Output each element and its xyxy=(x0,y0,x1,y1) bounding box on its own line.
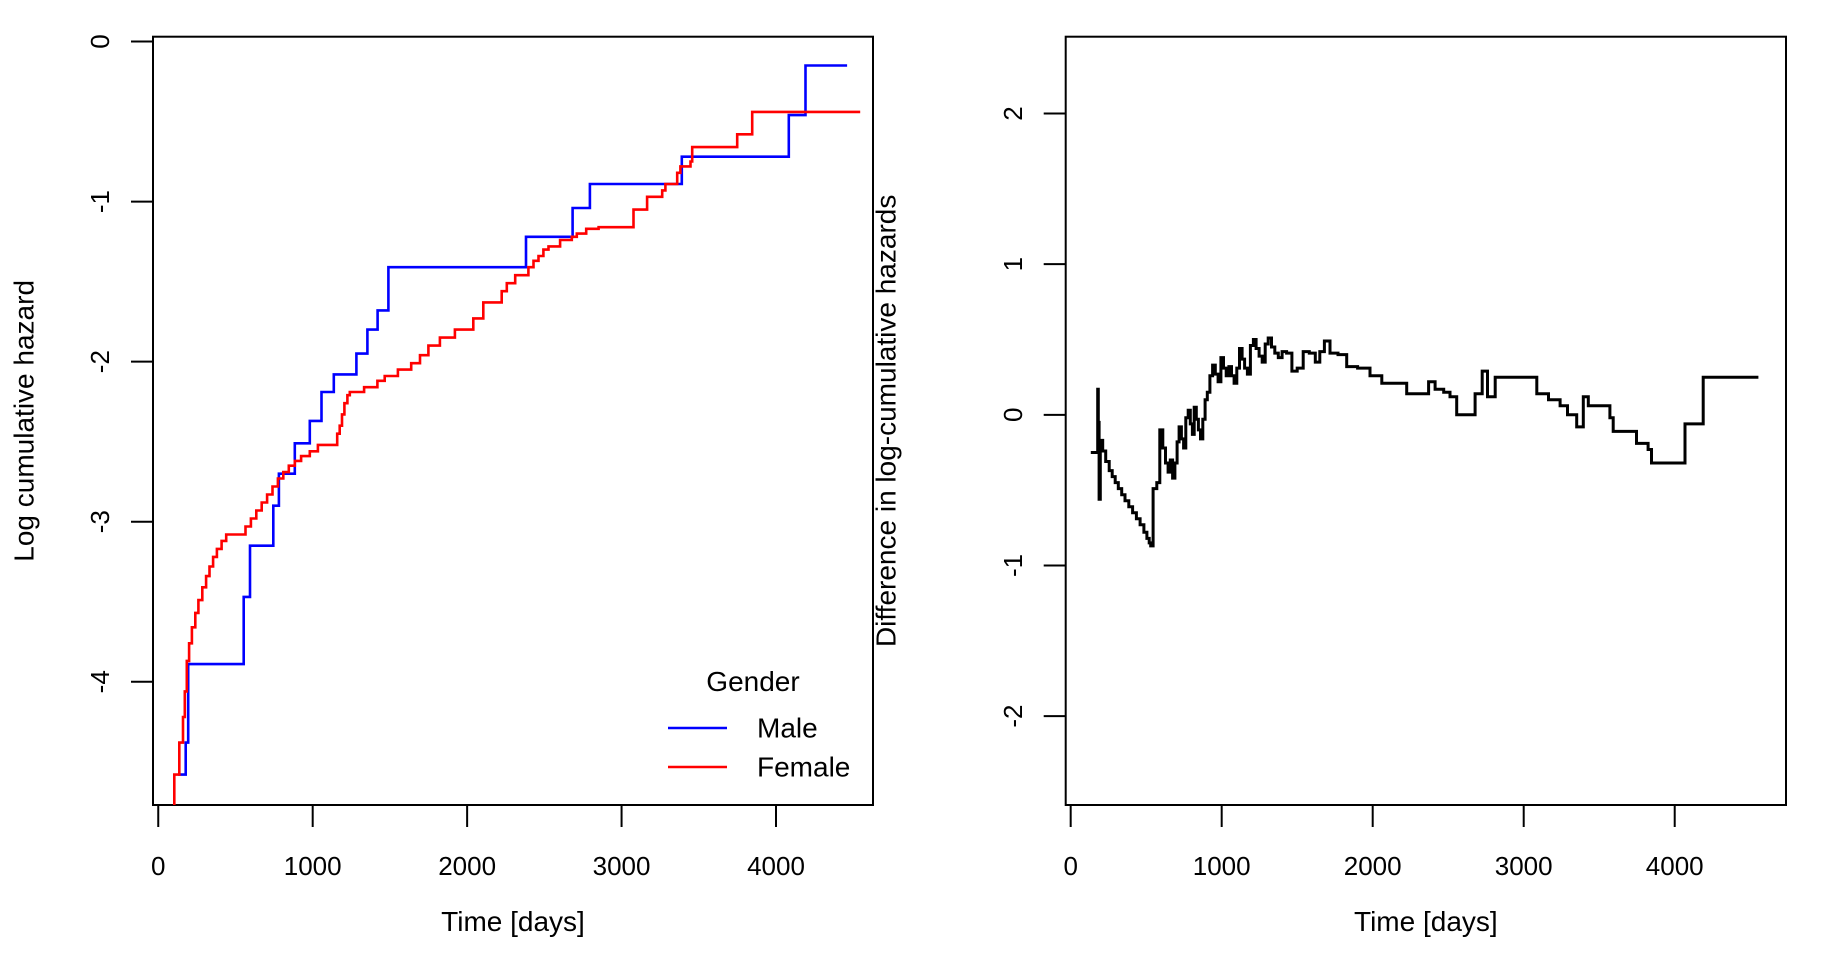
y-tick-label: -2 xyxy=(85,350,115,373)
right-y-axis-title: Difference in log-cumulative hazards xyxy=(871,195,902,647)
difference-series-line xyxy=(1090,336,1759,548)
left-y-axis-title: Log cumulative hazard xyxy=(9,280,40,562)
y-tick-label: 1 xyxy=(998,257,1028,271)
x-tick-label: 3000 xyxy=(1495,851,1553,881)
x-tick-label: 0 xyxy=(151,851,165,881)
y-tick-label: -1 xyxy=(85,190,115,213)
left-x-axis-title: Time [days] xyxy=(441,906,585,937)
legend-title: Gender xyxy=(706,666,799,697)
x-tick-label: 2000 xyxy=(1344,851,1402,881)
female-series-line xyxy=(173,110,861,805)
x-tick-label: 1000 xyxy=(1193,851,1251,881)
x-tick-label: 0 xyxy=(1063,851,1077,881)
x-tick-label: 2000 xyxy=(438,851,496,881)
y-tick-label: 2 xyxy=(998,106,1028,120)
right-x-axis: 0 1000 2000 3000 4000 Time [days] xyxy=(1063,805,1704,937)
left-plot-frame xyxy=(152,35,874,806)
y-tick-label: -3 xyxy=(85,510,115,533)
right-x-axis-title: Time [days] xyxy=(1354,906,1498,937)
x-tick-label: 1000 xyxy=(284,851,342,881)
y-tick-label: -1 xyxy=(998,554,1028,577)
right-y-axis: 2 1 0 -1 -2 Difference in log-cumulative haza… xyxy=(871,106,1066,728)
left-y-axis: 0 -1 -2 -3 -4 Log cumulative hazard xyxy=(9,34,153,693)
left-panel: 0 1000 2000 3000 4000 Time [days] 0 -1 -2 -3 -4 Log… xyxy=(9,34,874,937)
y-tick-label: 0 xyxy=(998,408,1028,422)
male-series-line xyxy=(178,64,848,776)
right-plot-frame xyxy=(1064,35,1787,806)
x-tick-label: 3000 xyxy=(593,851,651,881)
right-panel: 0 1000 2000 3000 4000 Time [days] 2 1 0 -1 -2 Diffe… xyxy=(871,35,1787,937)
y-tick-label: -2 xyxy=(998,705,1028,728)
y-tick-label: -4 xyxy=(85,670,115,693)
y-tick-label: 0 xyxy=(85,34,115,48)
x-tick-label: 4000 xyxy=(747,851,805,881)
legend-label-female: Female xyxy=(757,752,850,783)
legend: Gender Male Female xyxy=(668,666,850,783)
left-x-axis: 0 1000 2000 3000 4000 Time [days] xyxy=(151,805,805,937)
legend-label-male: Male xyxy=(757,713,818,744)
x-tick-label: 4000 xyxy=(1646,851,1704,881)
